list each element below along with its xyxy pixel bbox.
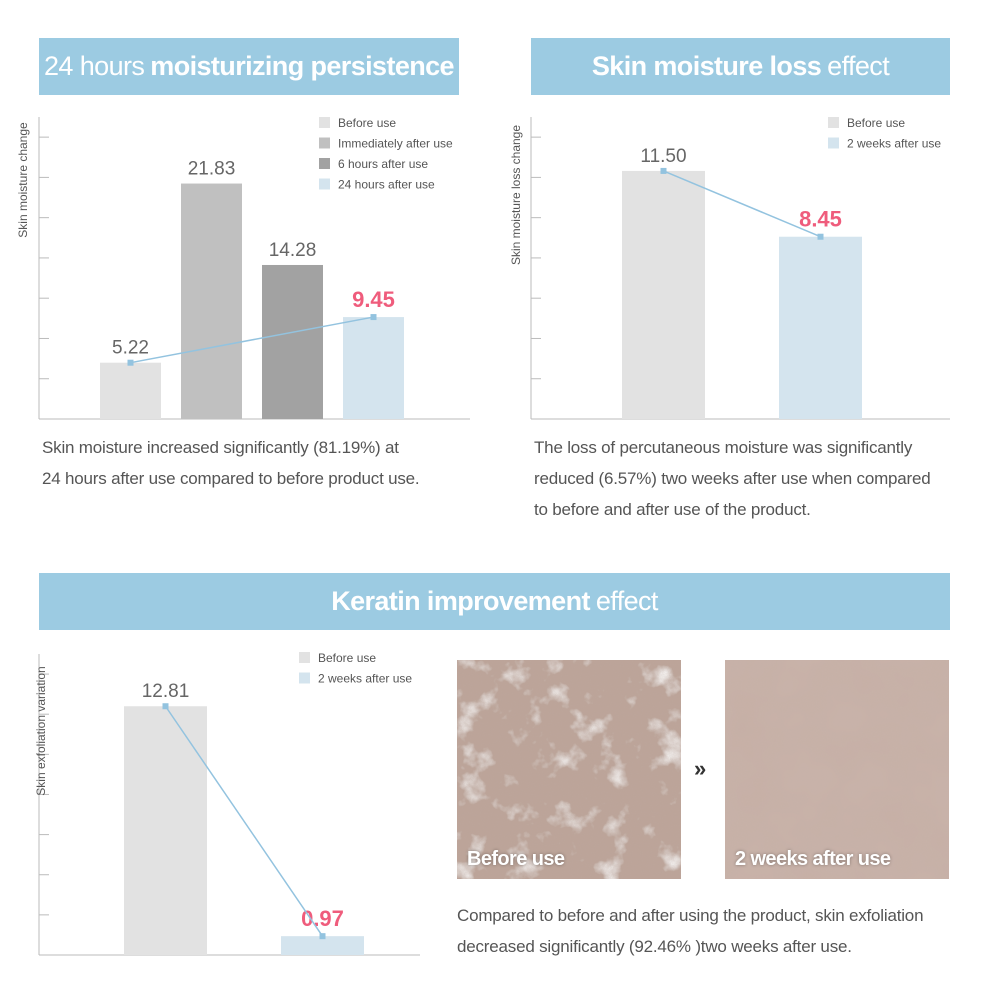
data-label: 12.81 <box>142 681 190 702</box>
double-chevron-right-icon: » <box>694 756 707 781</box>
keratin-banner: Keratin improvement effect <box>39 573 950 630</box>
after-use-photo: 2 weeks after use <box>725 660 949 879</box>
moisture-loss-title-light: effect <box>827 51 890 81</box>
bar <box>262 264 323 419</box>
data-label: 21.83 <box>188 159 236 180</box>
before-use-photo: Before use <box>457 660 681 879</box>
legend-swatch <box>319 137 330 149</box>
data-label: 14.28 <box>269 240 317 261</box>
moisture-loss-description: The loss of percutaneous moisture was si… <box>534 432 974 525</box>
legend-swatch <box>319 158 330 169</box>
moisturizing-description: Skin moisture increased significantly (8… <box>42 432 482 494</box>
data-label: 5.22 <box>112 338 149 359</box>
moisture-loss-description-line: reduced (6.57%) two weeks after use when… <box>534 469 931 488</box>
moisturizing-title-light: 24 hours <box>44 51 145 81</box>
bar <box>622 170 705 419</box>
trend-point <box>319 933 326 940</box>
legend-label: 2 weeks after use <box>318 672 412 686</box>
data-label: 11.50 <box>640 146 686 167</box>
legend-swatch <box>319 117 330 128</box>
data-label: 8.45 <box>799 207 842 232</box>
bar <box>281 936 364 955</box>
legend-label: 24 hours after use <box>338 178 435 192</box>
trend-point <box>817 233 824 240</box>
bar <box>181 183 242 419</box>
moisturizing-description-line: Skin moisture increased significantly (8… <box>42 438 399 457</box>
legend-label: Immediately after use <box>338 137 453 151</box>
keratin-description-line: decreased significantly (92.46% )two wee… <box>457 937 852 956</box>
after-use-label: 2 weeks after use <box>735 848 891 870</box>
moisturizing-chart-group: Skin moisture change 5.22 21.83 14.28 9.45 Be… <box>16 116 470 420</box>
legend-label: 2 weeks after use <box>847 137 941 151</box>
keratin-chart-group: Skin exfoliation variation 12.81 0.97 Befor… <box>34 651 420 956</box>
data-label: 0.97 <box>301 906 344 931</box>
moisturizing-banner: 24 hours moisturizing persistence <box>39 38 459 95</box>
legend-label: 6 hours after use <box>338 157 428 171</box>
smooth-skin-image <box>725 660 949 879</box>
moisture-loss-banner: Skin moisture loss effect <box>531 38 950 95</box>
legend-label: Before use <box>338 116 396 130</box>
before-use-label: Before use <box>467 848 565 870</box>
legend-swatch <box>828 137 839 149</box>
data-label: 9.45 <box>352 287 395 312</box>
legend-swatch <box>299 672 310 684</box>
bar <box>343 317 404 419</box>
moisture_loss-chart-group: Skin moisture loss change 11.50 8.45 Before… <box>509 116 950 420</box>
trend-line <box>663 170 821 238</box>
legend-swatch <box>299 652 310 663</box>
moisturizing-title-bold: moisturizing persistence <box>150 51 454 81</box>
bar <box>779 236 862 419</box>
keratin-description-line: Compared to before and after using the p… <box>457 906 924 925</box>
trend-point <box>162 703 169 710</box>
y-axis-label: Skin moisture change <box>16 122 30 238</box>
moisture-loss-description-line: to before and after use of the product. <box>534 500 811 519</box>
trend-line <box>164 705 324 937</box>
keratin-title-bold: Keratin improvement <box>331 586 590 616</box>
legend-label: Before use <box>847 116 905 130</box>
legend-swatch <box>828 117 839 128</box>
legend-swatch <box>319 178 330 190</box>
keratin-title-light: effect <box>595 586 659 616</box>
bar <box>100 362 161 419</box>
flaky-skin-image <box>457 660 681 879</box>
trend-point <box>370 314 377 321</box>
keratin-description: Compared to before and after using the p… <box>457 900 977 962</box>
y-axis-label: Skin exfoliation variation <box>34 666 48 795</box>
bar <box>124 706 207 955</box>
moisture-loss-title-bold: Skin moisture loss <box>591 51 822 81</box>
y-axis-label: Skin moisture loss change <box>509 125 523 265</box>
legend-label: Before use <box>318 651 376 665</box>
trend-point <box>127 359 134 366</box>
trend-line <box>130 316 374 364</box>
moisturizing-description-line: 24 hours after use compared to before pr… <box>42 469 420 488</box>
trend-point <box>660 167 667 174</box>
moisture-loss-description-line: The loss of percutaneous moisture was si… <box>534 438 913 457</box>
